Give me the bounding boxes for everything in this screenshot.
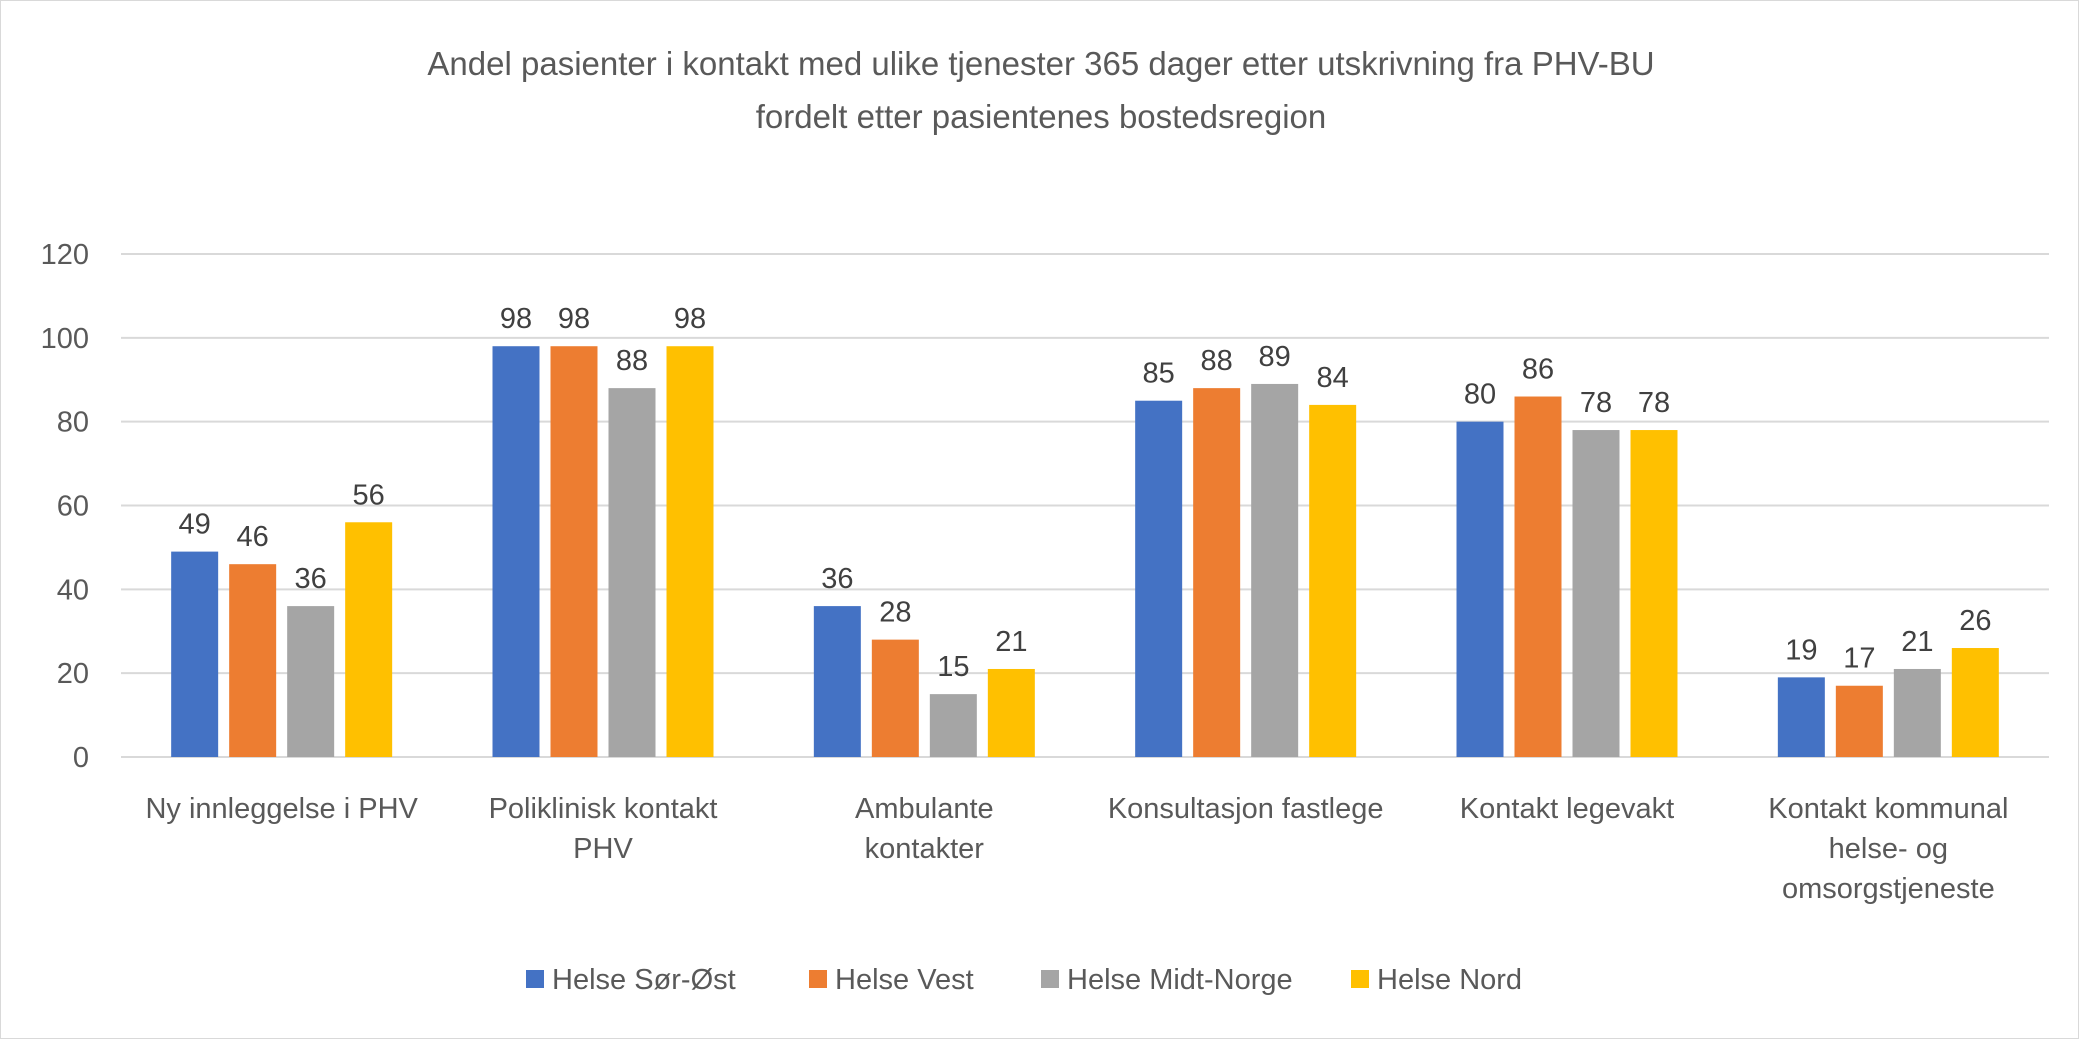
- bar-helse-midt-norge: [608, 388, 656, 757]
- legend-swatch: [809, 970, 827, 988]
- data-label: 86: [1522, 354, 1554, 386]
- data-label: 36: [821, 563, 853, 595]
- y-tick-label: 40: [57, 574, 89, 606]
- y-tick-label: 20: [57, 658, 89, 690]
- data-label: 88: [1201, 345, 1233, 377]
- legend-swatch: [1351, 970, 1369, 988]
- bar-helse-midt-norge: [929, 694, 977, 757]
- x-category-label: kontakter: [865, 833, 985, 865]
- data-label: 46: [237, 521, 269, 553]
- y-tick-label: 120: [41, 239, 89, 271]
- data-label: 89: [1259, 341, 1291, 373]
- bar-helse-nord: [1630, 430, 1678, 757]
- data-label: 36: [295, 563, 327, 595]
- data-label: 98: [558, 303, 590, 335]
- x-category-label: Ambulante: [855, 793, 994, 825]
- data-label: 49: [179, 509, 211, 541]
- legend-swatch: [1041, 970, 1059, 988]
- bar-helse-midt-norge: [287, 606, 335, 757]
- bar-helse-nord: [1951, 648, 1999, 757]
- bar-helse-vest: [871, 639, 919, 757]
- data-label: 28: [879, 597, 911, 629]
- x-category-label: Ny innleggelse i PHV: [145, 793, 418, 825]
- x-category-label: helse- og: [1829, 833, 1948, 865]
- bar-helse-s-r-st: [492, 346, 540, 757]
- x-category-label: Konsultasjon fastlege: [1108, 793, 1384, 825]
- data-label: 17: [1843, 643, 1875, 675]
- y-tick-label: 0: [73, 742, 89, 774]
- x-category-label: PHV: [573, 833, 633, 865]
- bar-helse-vest: [1193, 388, 1241, 757]
- bar-helse-vest: [229, 564, 277, 757]
- data-label: 21: [995, 626, 1027, 658]
- bar-helse-nord: [1309, 404, 1357, 757]
- bar-helse-midt-norge: [1572, 430, 1620, 757]
- bar-helse-nord: [345, 522, 393, 757]
- x-category-label: Kontakt legevakt: [1460, 793, 1674, 825]
- data-label: 88: [616, 345, 648, 377]
- data-label: 84: [1317, 362, 1349, 394]
- legend-swatch: [526, 970, 544, 988]
- data-label: 98: [500, 303, 532, 335]
- x-category-label: Poliklinisk kontakt: [489, 793, 718, 825]
- bar-helse-midt-norge: [1251, 383, 1299, 757]
- data-label: 78: [1580, 387, 1612, 419]
- bar-helse-s-r-st: [1456, 421, 1504, 757]
- bar-helse-vest: [1835, 685, 1883, 757]
- data-label: 15: [937, 651, 969, 683]
- data-label: 19: [1785, 634, 1817, 666]
- bar-helse-vest: [550, 346, 598, 757]
- data-label: 78: [1638, 387, 1670, 419]
- bar-helse-vest: [1514, 396, 1562, 757]
- y-tick-label: 80: [57, 407, 89, 439]
- legend-label: Helse Sør-Øst: [552, 964, 736, 996]
- data-label: 85: [1143, 358, 1175, 390]
- data-label: 21: [1901, 626, 1933, 658]
- bar-helse-nord: [987, 668, 1035, 757]
- data-label: 56: [353, 479, 385, 511]
- chart-title-line: fordelt etter pasientenes bostedsregion: [756, 98, 1327, 135]
- bar-helse-nord: [666, 346, 714, 757]
- data-label: 98: [674, 303, 706, 335]
- legend-label: Helse Midt-Norge: [1067, 964, 1293, 996]
- bar-helse-s-r-st: [813, 606, 861, 757]
- bar-helse-midt-norge: [1893, 668, 1941, 757]
- bar-helse-s-r-st: [1135, 400, 1183, 757]
- data-label: 80: [1464, 379, 1496, 411]
- chart-title-line: Andel pasienter i kontakt med ulike tjen…: [427, 45, 1654, 82]
- x-category-label: omsorgstjeneste: [1782, 873, 1995, 905]
- legend-label: Helse Nord: [1377, 964, 1522, 996]
- data-label: 26: [1959, 605, 1991, 637]
- y-tick-label: 60: [57, 491, 89, 523]
- legend-label: Helse Vest: [835, 964, 974, 996]
- y-tick-label: 100: [41, 323, 89, 355]
- bar-helse-s-r-st: [171, 551, 219, 757]
- x-category-label: Kontakt kommunal: [1768, 793, 2008, 825]
- bar-helse-s-r-st: [1777, 677, 1825, 757]
